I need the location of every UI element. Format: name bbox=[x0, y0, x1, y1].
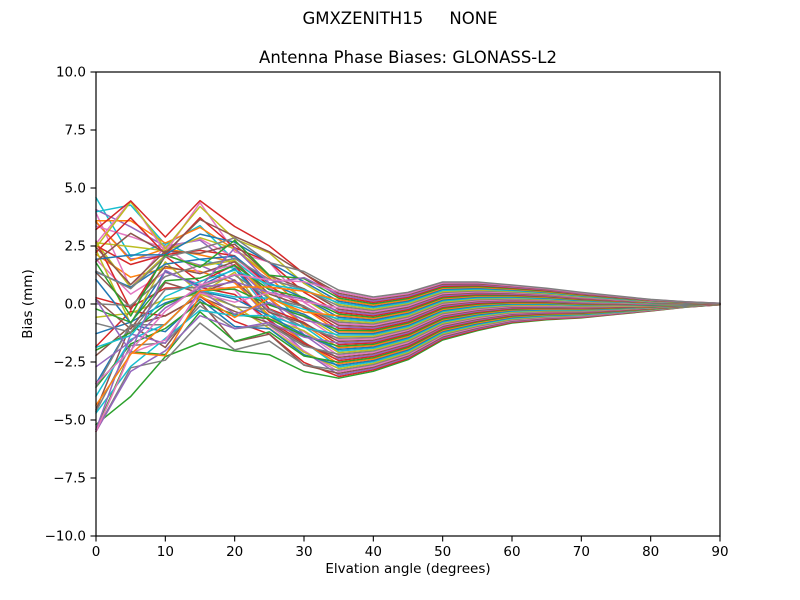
y-tick-label: −2.5 bbox=[53, 355, 86, 371]
y-tick-label: −5.0 bbox=[53, 413, 86, 429]
x-tick-label: 30 bbox=[295, 544, 312, 560]
series-line bbox=[95, 237, 721, 305]
axes-title: Antenna Phase Biases: GLONASS-L2 bbox=[259, 48, 557, 67]
x-tick-label: 60 bbox=[503, 544, 520, 560]
y-tick-label: −7.5 bbox=[53, 471, 86, 487]
x-tick-label: 10 bbox=[157, 544, 174, 560]
x-tick-label: 50 bbox=[434, 544, 451, 560]
y-tick-label: −10.0 bbox=[45, 529, 86, 545]
x-tick-label: 70 bbox=[573, 544, 590, 560]
y-tick-label: 0.0 bbox=[65, 297, 86, 313]
y-tick-label: 5.0 bbox=[65, 181, 86, 197]
x-tick-label: 80 bbox=[642, 544, 659, 560]
y-tick-label: 10.0 bbox=[56, 65, 86, 81]
x-axis-label: Elvation angle (degrees) bbox=[325, 561, 491, 577]
figure-title: GMXZENITH15 NONE bbox=[302, 9, 498, 28]
y-tick-label: 2.5 bbox=[65, 239, 86, 255]
x-tick-label: 90 bbox=[711, 544, 728, 560]
y-tick-label: 7.5 bbox=[65, 123, 86, 139]
x-tick-label: 40 bbox=[365, 544, 382, 560]
x-tick-label: 20 bbox=[226, 544, 243, 560]
x-tick-label: 0 bbox=[92, 544, 101, 560]
